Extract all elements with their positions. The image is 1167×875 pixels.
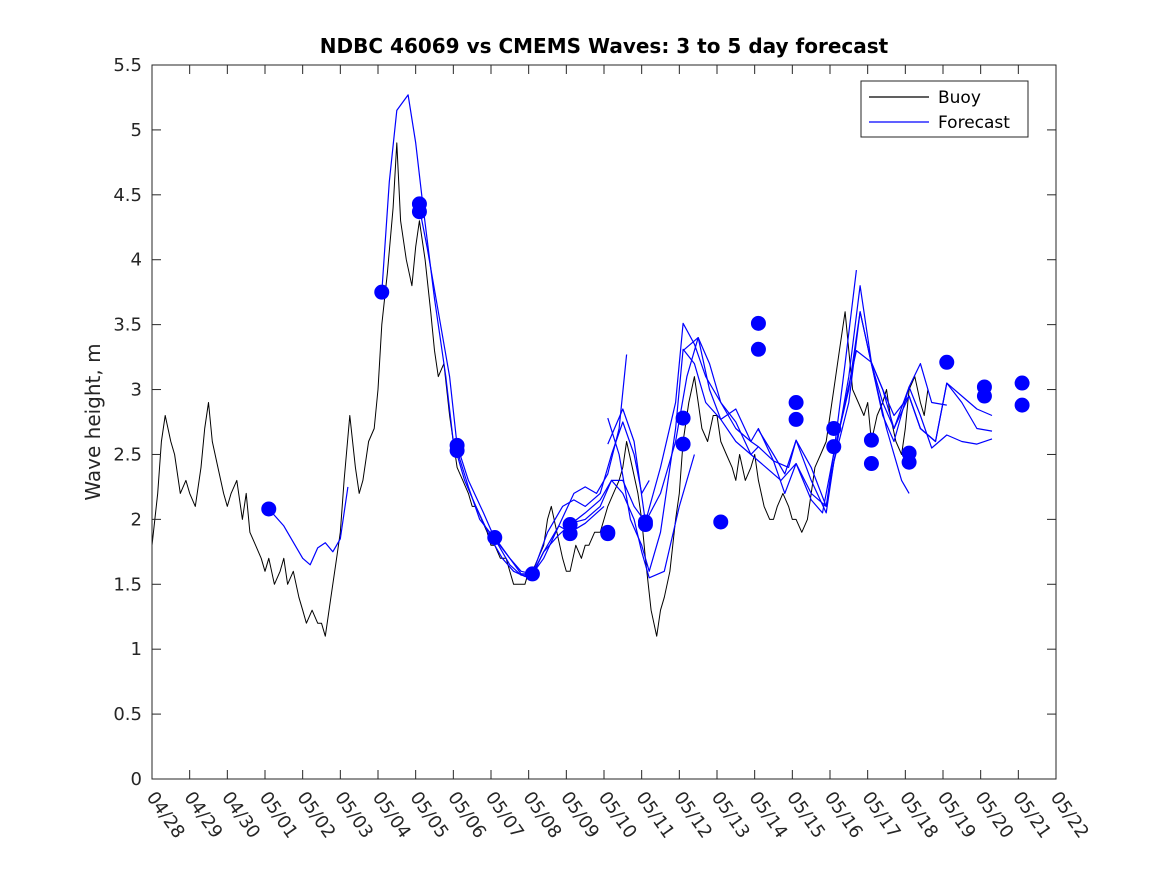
forecast-series-line: [833, 350, 993, 454]
forecast-series-line: [494, 421, 650, 575]
forecast-series-line: [268, 486, 349, 566]
forecast-marker: [675, 436, 691, 452]
y-tick-label: 0: [131, 769, 142, 790]
forecast-marker: [939, 354, 955, 370]
forecast-marker: [411, 204, 427, 220]
forecast-marker: [562, 526, 578, 542]
forecast-marker: [1014, 375, 1030, 391]
forecast-series-line: [757, 311, 947, 507]
forecast-series-line: [607, 348, 797, 572]
forecast-marker: [637, 517, 653, 533]
forecast-marker: [788, 411, 804, 427]
y-tick-label: 4: [131, 250, 142, 271]
y-tick-label: 3.5: [113, 315, 142, 336]
forecast-series-line: [607, 322, 759, 523]
forecast-series-line: [381, 94, 533, 578]
forecast-marker: [261, 501, 277, 517]
legend-label: Buoy: [938, 88, 981, 108]
chart-title: NDBC 46069 vs CMEMS Waves: 3 to 5 day fo…: [320, 34, 889, 58]
series-layer: [151, 94, 993, 637]
forecast-marker: [901, 454, 917, 470]
forecast-marker: [374, 284, 390, 300]
y-tick-label: 5: [131, 120, 142, 141]
forecast-marker: [750, 315, 766, 331]
forecast-series-line: [531, 454, 695, 579]
y-axis: 0 0.5 1 1.5 2 2.5 3 3.5 4 4.5 5 5.5: [113, 55, 1056, 790]
forecast-marker: [826, 420, 842, 436]
forecast-marker: [750, 341, 766, 357]
forecast-marker: [1014, 397, 1030, 413]
forecast-marker: [487, 530, 503, 546]
y-tick-label: 5.5: [113, 55, 142, 76]
forecast-marker: [863, 456, 879, 472]
y-axis-label: Wave height, m: [81, 343, 105, 500]
forecast-marker: [449, 443, 465, 459]
forecast-marker: [675, 410, 691, 426]
y-tick-label: 0.5: [113, 704, 142, 725]
y-tick-label: 1: [131, 639, 142, 660]
legend-box: [860, 80, 1029, 138]
forecast-series-line: [870, 363, 993, 443]
y-tick-label: 2.5: [113, 444, 142, 465]
forecast-marker: [788, 395, 804, 411]
forecast-marker: [600, 526, 616, 542]
marker-layer: [261, 196, 1030, 582]
plot-area: [152, 65, 1056, 779]
legend: Buoy Forecast: [860, 80, 1029, 138]
forecast-marker: [524, 566, 540, 582]
y-tick-label: 1.5: [113, 574, 142, 595]
y-tick-label: 3: [131, 380, 142, 401]
legend-label: Forecast: [938, 113, 1010, 133]
forecast-marker: [713, 514, 729, 530]
y-tick-label: 4.5: [113, 185, 142, 206]
forecast-marker: [863, 432, 879, 448]
y-tick-label: 2: [131, 509, 142, 530]
forecast-marker: [976, 388, 992, 404]
forecast-marker: [826, 439, 842, 455]
forecast-series-line: [795, 285, 993, 507]
